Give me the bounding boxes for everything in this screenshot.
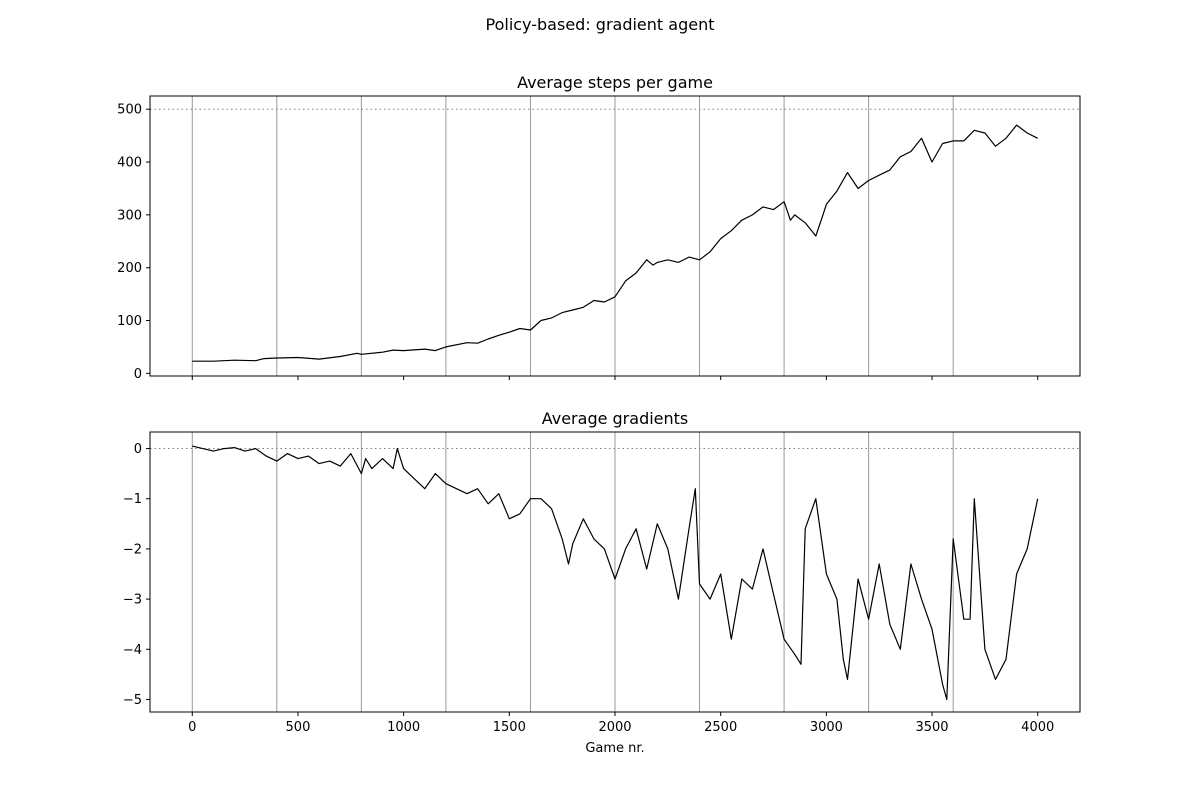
steps-axes-marks: 0 100 200 300 400 500 [117, 95, 1081, 382]
gradients-x-tick-label: 2000 [598, 720, 631, 735]
gradients-x-tick-label: 3000 [810, 720, 843, 735]
steps-series-line [192, 124, 1038, 362]
steps-axes-title: Average steps per game [517, 73, 713, 92]
gradients-axes-marks: 0 −1 −2 −3 −4 −5 0 500 1000 1500 2000 2500 3000 3500 4… [123, 431, 1081, 735]
figure-suptitle: Policy-based: gradient agent [486, 15, 715, 34]
gradients-x-tick-label: 4000 [1021, 720, 1054, 735]
steps-y-tick-label: 100 [117, 314, 142, 329]
gradients-y-tick-label: −3 [123, 593, 142, 608]
gradients-x-tick-label: 0 [188, 720, 196, 735]
steps-y-tick-label: 400 [117, 156, 142, 171]
gradients-y-tick-label: 0 [134, 442, 142, 457]
gradients-x-tick-label: 3500 [915, 720, 948, 735]
gradients-y-tick-label: −2 [123, 542, 142, 557]
steps-y-tick-label: 300 [117, 208, 142, 223]
gradients-axes-title: Average gradients [542, 409, 689, 428]
steps-y-tick-label: 200 [117, 261, 142, 276]
steps-axes: Average steps per game 0 100 200 300 400 500 [117, 73, 1081, 382]
gradients-y-tick-label: −5 [123, 693, 142, 708]
gradients-series-line [192, 445, 1039, 701]
gradients-x-tick-label: 1500 [493, 720, 526, 735]
gradients-x-tick-label: 1000 [387, 720, 420, 735]
steps-y-tick-label: 0 [134, 367, 142, 382]
gradients-axes: Average gradients 0 −1 −2 −3 −4 −5 0 500 1000 150… [123, 409, 1081, 756]
gradients-y-tick-label: −4 [123, 643, 142, 658]
gradients-x-axis-label: Game nr. [585, 741, 644, 756]
gradients-y-tick-label: −1 [123, 492, 142, 507]
gradients-x-tick-label: 2500 [704, 720, 737, 735]
steps-y-tick-label: 500 [117, 103, 142, 118]
gradients-x-tick-label: 500 [286, 720, 311, 735]
